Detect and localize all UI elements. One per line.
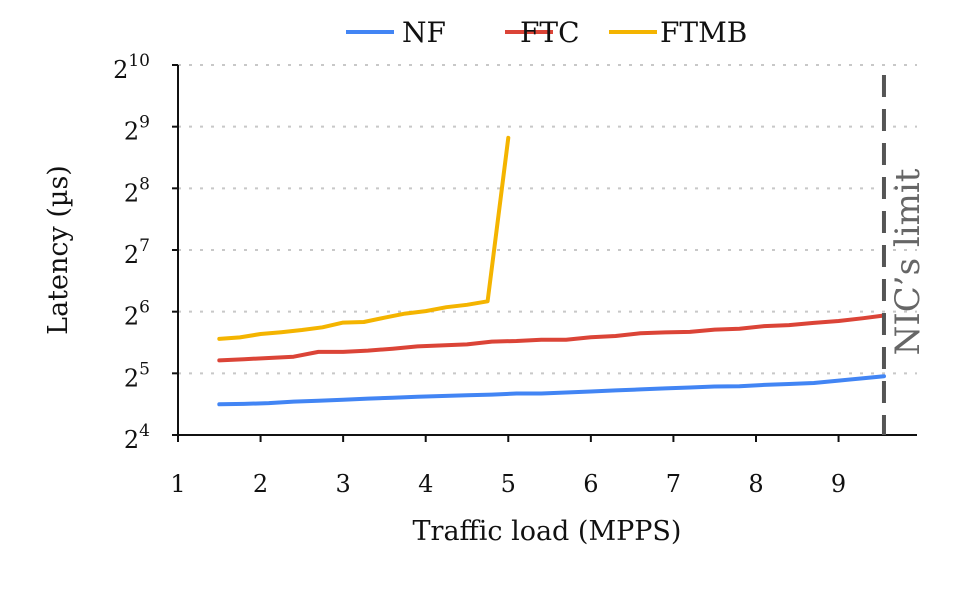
y-tick-label: 25 bbox=[124, 359, 150, 392]
y-tick-label: 24 bbox=[124, 421, 150, 454]
legend-label-nf: NF bbox=[402, 16, 446, 49]
x-tick-label: 9 bbox=[831, 470, 846, 498]
x-tick-label: 7 bbox=[666, 470, 681, 498]
y-tick-label: 210 bbox=[113, 51, 150, 84]
y-tick-label: 29 bbox=[124, 113, 150, 146]
legend: NF FTC FTMB bbox=[346, 16, 747, 49]
y-tick-label: 27 bbox=[124, 236, 150, 269]
x-tick-label: 5 bbox=[501, 470, 516, 498]
legend-label-ftmb: FTMB bbox=[660, 16, 747, 49]
legend-label-ftc: FTC bbox=[520, 16, 580, 49]
nic-limit-label: NIC’s limit bbox=[888, 168, 928, 355]
x-tick-label: 3 bbox=[335, 470, 350, 498]
y-tick-label: 26 bbox=[124, 298, 150, 331]
y-axis-label: Latency (µs) bbox=[43, 165, 74, 335]
nic-limit-annotation: NIC’s limit bbox=[881, 75, 928, 435]
series-ftc-line bbox=[217, 313, 886, 363]
x-tick-label: 2 bbox=[253, 470, 268, 498]
x-tick-label: 4 bbox=[418, 470, 433, 498]
series-lines bbox=[217, 135, 886, 407]
gridlines bbox=[178, 64, 917, 375]
x-axis-label: Traffic load (MPPS) bbox=[413, 516, 682, 547]
y-ticks: 24 25 26 27 28 29 210 bbox=[113, 51, 178, 454]
y-tick-label: 28 bbox=[124, 174, 150, 207]
series-nf-line bbox=[217, 374, 886, 407]
x-tick-label: 8 bbox=[748, 470, 763, 498]
x-tick-label: 6 bbox=[583, 470, 598, 498]
x-ticks: 1 2 3 4 5 6 7 8 9 bbox=[170, 435, 846, 498]
series-ftmb-line bbox=[217, 135, 511, 341]
x-tick-label: 1 bbox=[170, 470, 185, 498]
